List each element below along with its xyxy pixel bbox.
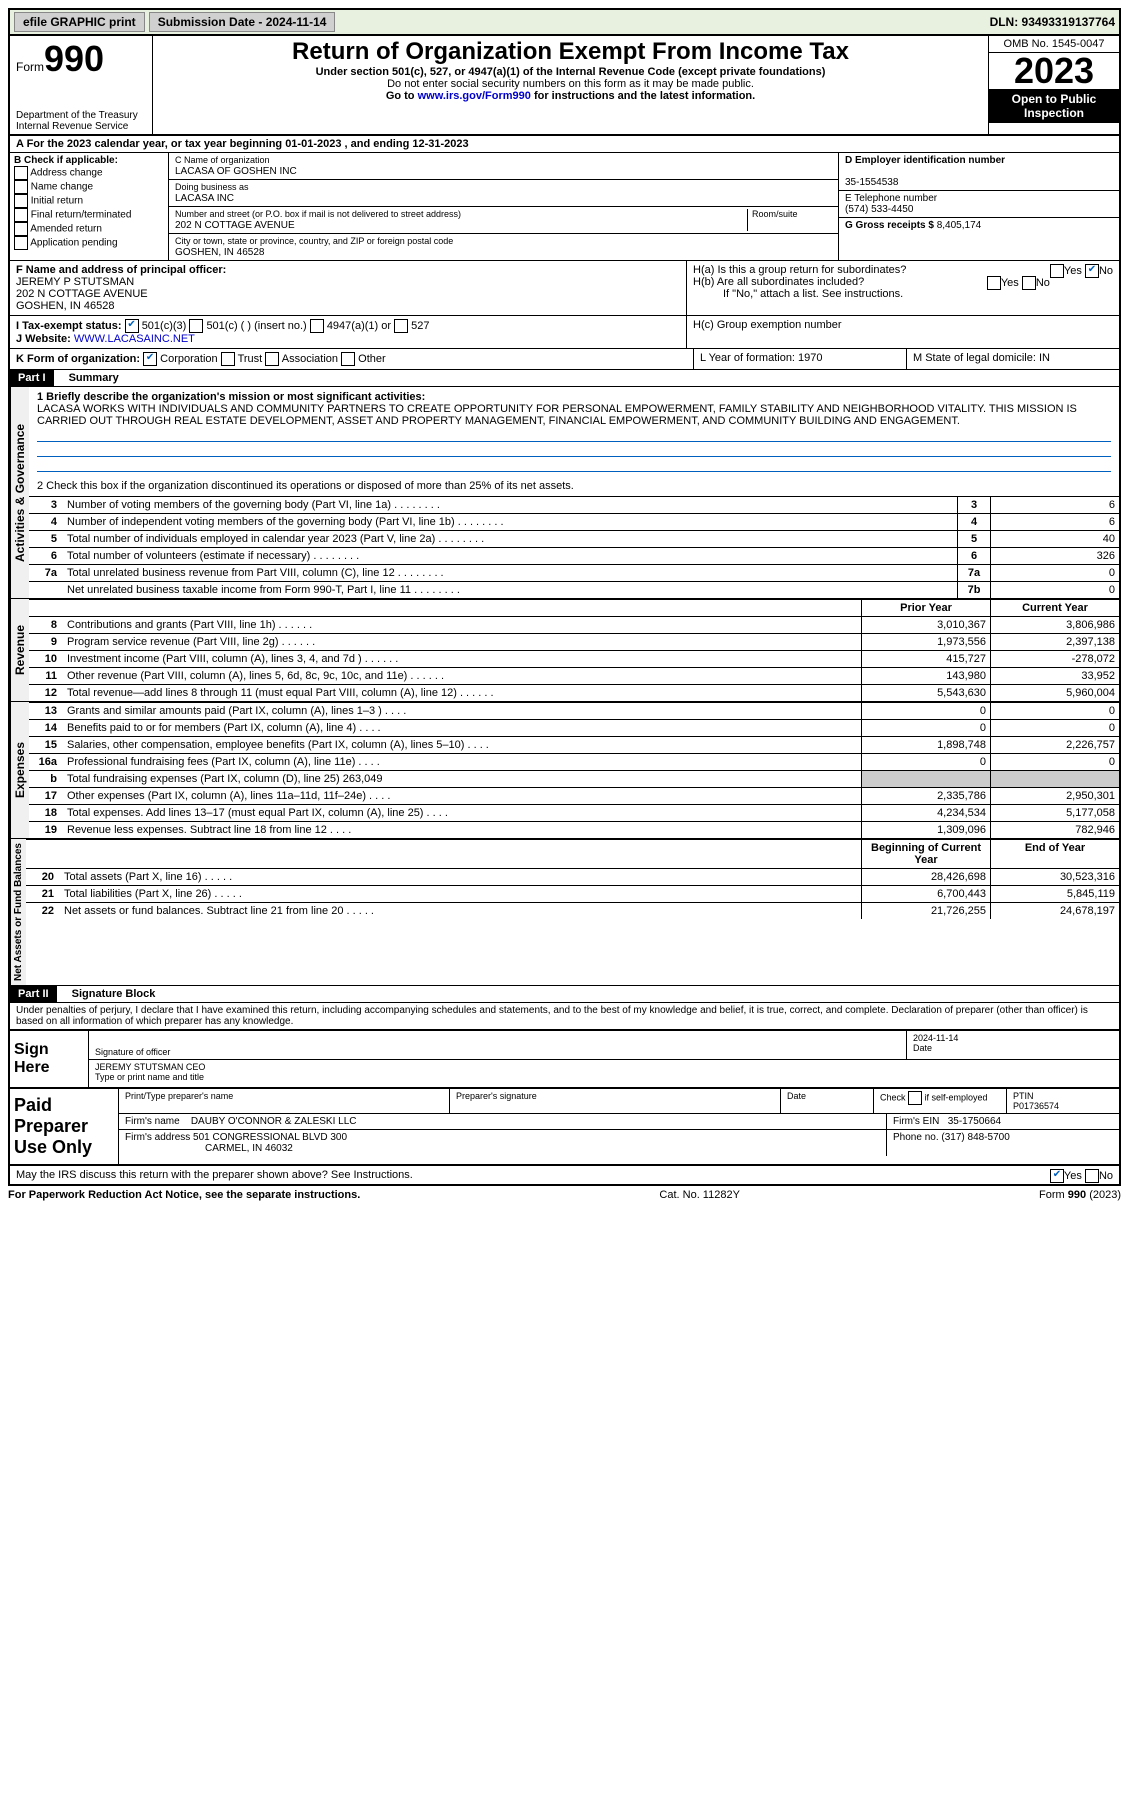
final-return-checkbox[interactable] [14,208,28,222]
section-a: A For the 2023 calendar year, or tax yea… [8,136,1121,153]
revenue-vlabel: Revenue [10,599,29,701]
dln-label: DLN: 93493319137764 [990,15,1115,29]
part2-header-row: Part II Signature Block [8,986,1121,1002]
other-checkbox[interactable] [341,352,355,366]
sign-date: 2024-11-14 [913,1033,958,1043]
hb-yes-checkbox[interactable] [987,276,1001,290]
year-formation: L Year of formation: 1970 [693,349,906,369]
501c-checkbox[interactable] [189,319,203,333]
discuss-row: May the IRS discuss this return with the… [8,1166,1121,1186]
ha-yes-checkbox[interactable] [1050,264,1064,278]
firm-ein: 35-1750664 [948,1116,1001,1127]
officer-name: JEREMY P STUTSMAN [16,276,134,288]
ha-no-checkbox[interactable] [1085,264,1099,278]
city-state-zip: GOSHEN, IN 46528 [175,247,264,258]
trust-checkbox[interactable] [221,352,235,366]
goto-link[interactable]: Go to www.irs.gov/Form990 for instructio… [159,90,982,102]
section-f-h: F Name and address of principal officer:… [8,261,1121,316]
section-i-j: I Tax-exempt status: 501(c)(3) 501(c) ( … [8,316,1121,349]
form-title: Return of Organization Exempt From Incom… [159,38,982,66]
firm-name: DAUBY O'CONNOR & ZALESKI LLC [191,1116,357,1127]
state-domicile: M State of legal domicile: IN [906,349,1119,369]
expenses-vlabel: Expenses [10,702,29,838]
part2-label: Part II [10,986,57,1002]
org-info-block: B Check if applicable: Address change Na… [8,153,1121,261]
section-k-l-m: K Form of organization: Corporation Trus… [8,349,1121,370]
dba-name: LACASA INC [175,193,234,204]
firm-phone: (317) 848-5700 [941,1132,1009,1143]
discuss-yes-checkbox[interactable] [1050,1169,1064,1183]
efile-button[interactable]: efile GRAPHIC print [14,12,145,32]
paid-preparer-block: Paid Preparer Use Only Print/Type prepar… [8,1089,1121,1166]
firm-address: 501 CONGRESSIONAL BLVD 300 [193,1132,347,1143]
ssn-note: Do not enter social security numbers on … [159,78,982,90]
app-pending-checkbox[interactable] [14,236,28,250]
4947-checkbox[interactable] [310,319,324,333]
section-b: B Check if applicable: Address change Na… [10,153,169,260]
ein: 35-1554538 [845,177,898,188]
part1-label: Part I [10,370,54,386]
submission-date-button[interactable]: Submission Date - 2024-11-14 [149,12,336,32]
section-c: C Name of organization LACASA OF GOSHEN … [169,153,838,260]
assoc-checkbox[interactable] [265,352,279,366]
initial-return-checkbox[interactable] [14,194,28,208]
org-name: LACASA OF GOSHEN INC [175,166,297,177]
governance-vlabel: Activities & Governance [10,387,29,598]
discuss-no-checkbox[interactable] [1085,1169,1099,1183]
dept-label: Department of the Treasury Internal Reve… [16,110,146,132]
sign-here-label: Sign Here [10,1031,89,1087]
revenue-table: Prior YearCurrent Year8Contributions and… [29,599,1119,701]
gross-receipts: 8,405,174 [937,220,982,231]
self-employed-checkbox[interactable] [908,1091,922,1105]
officer-name-title: JEREMY STUTSMAN CEO [95,1062,205,1072]
form-number: Form990 [16,38,146,80]
netassets-table: Beginning of Current YearEnd of Year20To… [26,839,1119,919]
form-subtitle: Under section 501(c), 527, or 4947(a)(1)… [159,66,982,78]
hb-no-checkbox[interactable] [1022,276,1036,290]
paid-preparer-label: Paid Preparer Use Only [10,1089,119,1164]
amended-checkbox[interactable] [14,222,28,236]
ptin: P01736574 [1013,1101,1059,1111]
website-link[interactable]: WWW.LACASAINC.NET [74,333,195,345]
section-d: D Employer identification number 35-1554… [838,153,1119,260]
revenue-section: Revenue Prior YearCurrent Year8Contribut… [8,599,1121,702]
mission-text: LACASA WORKS WITH INDIVIDUALS AND COMMUN… [37,403,1077,427]
corp-checkbox[interactable] [143,352,157,366]
527-checkbox[interactable] [394,319,408,333]
name-change-checkbox[interactable] [14,180,28,194]
top-bar: efile GRAPHIC print Submission Date - 20… [8,8,1121,36]
governance-table: 3Number of voting members of the governi… [29,496,1119,598]
form-header: Form990 Department of the Treasury Inter… [8,36,1121,136]
street-address: 202 N COTTAGE AVENUE [175,220,295,231]
page-footer: For Paperwork Reduction Act Notice, see … [8,1186,1121,1204]
netassets-vlabel: Net Assets or Fund Balances [10,839,26,985]
sign-here-block: Sign Here Signature of officer 2024-11-1… [8,1031,1121,1089]
expenses-section: Expenses 13Grants and similar amounts pa… [8,702,1121,839]
part1-header-row: Part I Summary [8,370,1121,387]
addr-change-checkbox[interactable] [14,166,28,180]
tax-year: 2023 [989,53,1119,89]
governance-section: Activities & Governance 1 Briefly descri… [8,387,1121,599]
phone: (574) 533-4450 [845,204,913,215]
netassets-section: Net Assets or Fund Balances Beginning of… [8,839,1121,986]
inspection-label: Open to Public Inspection [989,89,1119,123]
expenses-table: 13Grants and similar amounts paid (Part … [29,702,1119,838]
perjury-text: Under penalties of perjury, I declare th… [8,1002,1121,1031]
501c3-checkbox[interactable] [125,319,139,333]
